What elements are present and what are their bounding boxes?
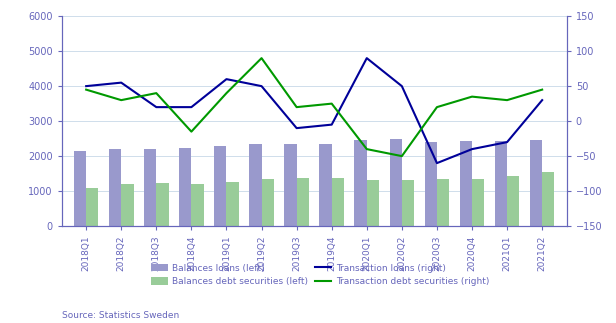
Transaction debt securities (right) (118, 98, 125, 102)
Legend: Balances loans (left), Balances debt securities (left), Transaction loans (right: Balances loans (left), Balances debt sec… (152, 264, 489, 286)
Bar (331, 178, 344, 226)
Transaction debt securities (right) (398, 154, 405, 158)
Transaction debt securities (right) (328, 102, 335, 106)
Bar (227, 182, 239, 226)
Transaction debt securities (right) (188, 130, 195, 134)
Transaction loans (right) (188, 105, 195, 109)
Bar (472, 179, 484, 226)
Line: Transaction loans (right): Transaction loans (right) (86, 58, 542, 163)
Transaction loans (right) (258, 84, 265, 88)
Bar (542, 172, 554, 226)
Text: Source: Statistics Sweden: Source: Statistics Sweden (62, 311, 179, 320)
Bar (354, 140, 367, 226)
Bar (214, 146, 227, 226)
Transaction debt securities (right) (538, 88, 546, 92)
Transaction debt securities (right) (83, 88, 90, 92)
Bar (86, 188, 99, 226)
Transaction loans (right) (538, 98, 546, 102)
Bar (460, 141, 472, 226)
Transaction loans (right) (223, 77, 230, 81)
Bar (121, 184, 134, 226)
Transaction loans (right) (363, 56, 370, 60)
Bar (367, 180, 379, 226)
Bar (297, 178, 309, 226)
Bar (144, 149, 156, 226)
Transaction debt securities (right) (258, 56, 265, 60)
Bar (109, 150, 121, 226)
Bar (424, 142, 437, 226)
Bar (249, 144, 262, 226)
Bar (156, 183, 169, 226)
Bar (507, 176, 519, 226)
Bar (402, 180, 414, 226)
Bar (530, 140, 542, 226)
Transaction loans (right) (328, 123, 335, 127)
Bar (320, 144, 331, 226)
Transaction loans (right) (118, 81, 125, 85)
Bar (285, 143, 297, 226)
Line: Transaction debt securities (right): Transaction debt securities (right) (86, 58, 542, 156)
Transaction debt securities (right) (223, 91, 230, 95)
Transaction debt securities (right) (433, 105, 440, 109)
Bar (495, 141, 507, 226)
Transaction loans (right) (503, 140, 511, 144)
Transaction loans (right) (293, 126, 301, 130)
Bar (179, 148, 192, 226)
Transaction loans (right) (153, 105, 160, 109)
Transaction debt securities (right) (363, 147, 370, 151)
Transaction debt securities (right) (503, 98, 511, 102)
Bar (437, 179, 449, 226)
Transaction loans (right) (83, 84, 90, 88)
Bar (74, 151, 86, 226)
Bar (262, 179, 274, 226)
Transaction loans (right) (468, 147, 476, 151)
Transaction debt securities (right) (468, 95, 476, 99)
Bar (389, 139, 402, 226)
Transaction loans (right) (433, 161, 440, 165)
Transaction loans (right) (398, 84, 405, 88)
Bar (192, 184, 204, 226)
Transaction debt securities (right) (153, 91, 160, 95)
Transaction debt securities (right) (293, 105, 301, 109)
